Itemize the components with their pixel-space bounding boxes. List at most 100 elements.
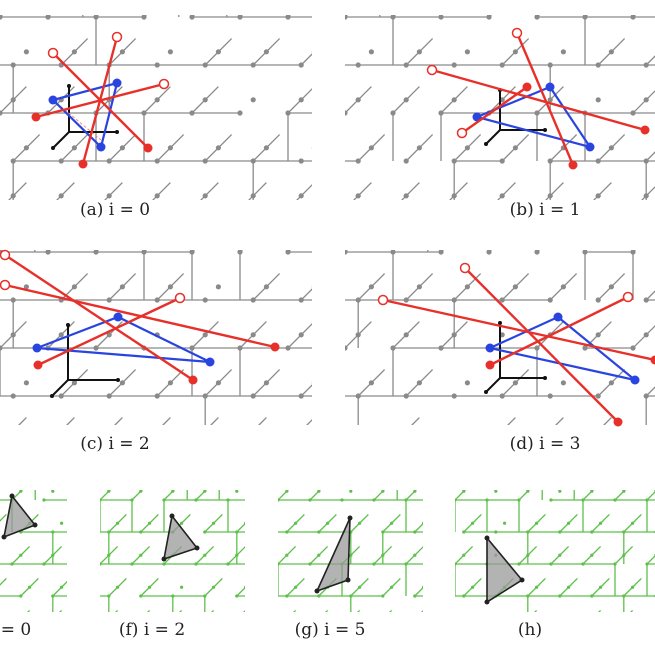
lattice-node bbox=[355, 393, 361, 399]
lattice-node bbox=[189, 188, 194, 193]
lattice-node bbox=[368, 49, 374, 55]
axis-arrowhead bbox=[116, 378, 120, 382]
lattice-node bbox=[308, 193, 313, 198]
lattice-edge bbox=[76, 482, 94, 500]
caption-d: (d) i = 3 bbox=[509, 434, 581, 454]
lattice-edge bbox=[423, 482, 441, 500]
lattice-node bbox=[141, 15, 147, 20]
lattice-node bbox=[107, 618, 110, 621]
lattice-edge bbox=[645, 290, 655, 301]
simplex-vertex bbox=[161, 556, 167, 562]
lattice-node bbox=[630, 206, 635, 211]
lattice-node bbox=[92, 586, 95, 589]
lattice-node bbox=[285, 594, 289, 598]
lattice-node bbox=[155, 428, 160, 433]
lattice-node bbox=[558, 490, 562, 493]
lattice-node bbox=[416, 380, 422, 386]
red-endpoint bbox=[78, 159, 88, 169]
lattice-node bbox=[237, 15, 243, 20]
lattice-node bbox=[430, 594, 433, 597]
lattice-node bbox=[258, 458, 261, 461]
lattice-node bbox=[212, 585, 216, 589]
lattice-node bbox=[333, 206, 338, 211]
blue-vertex bbox=[112, 78, 122, 88]
lattice-node bbox=[58, 393, 64, 399]
lattice-node bbox=[381, 490, 385, 493]
lattice-node bbox=[430, 618, 433, 621]
blue-triangle bbox=[50, 81, 119, 150]
lattice-edge bbox=[85, 514, 103, 532]
lattice-node bbox=[167, 49, 173, 55]
lattice-node bbox=[582, 188, 587, 193]
lattice-node bbox=[643, 158, 649, 164]
lattice-node bbox=[285, 250, 291, 255]
lattice-edge bbox=[632, 250, 636, 253]
lattice-edge bbox=[432, 578, 450, 596]
lattice-node bbox=[464, 380, 470, 386]
lattice-node bbox=[215, 284, 221, 290]
lattice-edge bbox=[59, 609, 63, 612]
lattice-node bbox=[141, 188, 146, 193]
lattice-node bbox=[71, 284, 77, 290]
lattice-node bbox=[389, 626, 392, 629]
lattice-node bbox=[285, 490, 289, 493]
lattice-node bbox=[349, 594, 353, 598]
lattice-edge bbox=[333, 450, 351, 468]
lattice-node bbox=[139, 530, 143, 534]
lattice-node bbox=[51, 530, 55, 534]
lattice-node bbox=[462, 530, 466, 534]
lattice-node bbox=[215, 49, 221, 55]
lattice-node bbox=[19, 490, 23, 493]
lattice-node bbox=[364, 466, 367, 469]
lattice-node bbox=[171, 490, 175, 493]
lattice-node bbox=[308, 62, 313, 67]
lattice-edge bbox=[606, 450, 624, 468]
lattice-node bbox=[93, 345, 99, 351]
lattice-node bbox=[235, 594, 239, 598]
lattice-node bbox=[512, 380, 519, 386]
lattice-edge bbox=[36, 610, 54, 628]
lattice-node bbox=[28, 585, 32, 589]
lattice-node bbox=[645, 458, 648, 461]
lattice-node bbox=[93, 250, 99, 255]
axis-arrow bbox=[51, 379, 69, 397]
lattice-node bbox=[622, 553, 626, 557]
lattice-node bbox=[294, 206, 299, 211]
lattice-node bbox=[355, 193, 361, 199]
lattice-edge bbox=[45, 514, 63, 532]
lattice-node bbox=[503, 521, 507, 525]
lattice-node bbox=[486, 15, 492, 20]
lattice-node bbox=[43, 618, 46, 621]
lattice-node bbox=[260, 428, 265, 433]
lattice-node bbox=[237, 110, 243, 116]
lattice-node bbox=[155, 1, 160, 6]
simplex-vertex bbox=[314, 588, 320, 594]
lattice-node bbox=[268, 466, 271, 469]
lattice-edge bbox=[239, 15, 243, 18]
lattice-node bbox=[486, 206, 491, 211]
lattice-edge bbox=[162, 417, 171, 425]
lattice-node bbox=[567, 521, 571, 525]
red-hollow-endpoint bbox=[622, 291, 634, 303]
lattice-node bbox=[416, 49, 422, 55]
caption-b: (b) i = 1 bbox=[509, 200, 581, 220]
lattice-edge bbox=[243, 610, 245, 612]
lattice-edge bbox=[258, 417, 267, 425]
lattice-edge bbox=[85, 578, 103, 596]
lattice-edge bbox=[59, 450, 77, 468]
lattice-node bbox=[308, 458, 311, 461]
lattice-node bbox=[34, 458, 37, 461]
lattice-node bbox=[90, 466, 93, 469]
lattice-node bbox=[439, 586, 442, 589]
lattice-node bbox=[34, 626, 37, 629]
lattice-node bbox=[534, 110, 540, 116]
lattice-edge bbox=[0, 513, 7, 522]
lattice-node bbox=[590, 618, 593, 621]
lattice-edge bbox=[255, 514, 273, 532]
lattice-node bbox=[526, 594, 530, 598]
lattice-node bbox=[608, 49, 615, 55]
lattice-node bbox=[404, 562, 408, 566]
lattice-node bbox=[75, 530, 78, 533]
lattice-node bbox=[455, 562, 457, 566]
lattice-node bbox=[349, 553, 353, 557]
